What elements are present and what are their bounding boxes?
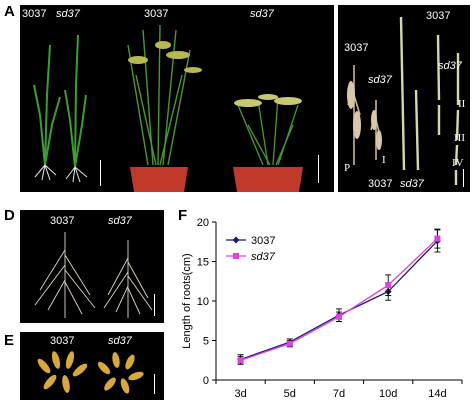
data-point xyxy=(336,313,342,320)
panel-c-label-mut-bottom: sd37 xyxy=(400,178,424,190)
panel-d-scale-bar xyxy=(154,294,155,316)
x-tick-label: 3d xyxy=(234,388,246,400)
y-axis-title: Length of roots(cm) xyxy=(181,253,193,348)
panel-d-photo: 3037 sd37 xyxy=(20,210,164,323)
x-tick-label: 5d xyxy=(284,388,296,400)
y-tick-label: 5 xyxy=(203,336,209,348)
panel-c-panicles-illustration xyxy=(347,16,460,185)
panel-c-label-mut-right: sd37 xyxy=(438,60,462,72)
panel-c-label-wt-left: 3037 xyxy=(344,42,369,54)
panel-f-chart: 0 5 10 15 20 3d 5d 7d 10d 14d Length of roots(cm) … xyxy=(180,214,470,404)
panel-e-photo: 3037 sd37 xyxy=(20,332,164,400)
panel-c-label-ii: II xyxy=(458,98,466,110)
panel-c-label-iii: III xyxy=(454,132,465,144)
x-tick-label: 10d xyxy=(379,388,397,400)
panel-c-label-iv: IV xyxy=(452,157,464,169)
panel-b-scale-bar xyxy=(318,155,319,183)
y-tick-label: 10 xyxy=(197,296,209,308)
panel-b-plants-illustration xyxy=(127,24,303,192)
x-tick-label: 14d xyxy=(428,388,446,400)
y-tick-label: 20 xyxy=(197,217,209,229)
legend-marker xyxy=(233,253,239,259)
panel-c-label-wt-bottom: 3037 xyxy=(368,178,393,190)
panel-c-label-p: P xyxy=(344,162,351,174)
panel-c-label-i: I xyxy=(382,154,386,166)
panel-label-b: B xyxy=(92,3,103,20)
data-point xyxy=(434,235,441,242)
panel-e-label-mut: sd37 xyxy=(108,335,132,347)
data-point xyxy=(385,282,392,289)
panel-a-photo: 3037 sd37 xyxy=(20,5,108,192)
panel-label-e: E xyxy=(4,332,15,349)
legend-marker xyxy=(232,236,240,244)
panel-e-label-wt: 3037 xyxy=(50,335,75,347)
panel-d-label-wt: 3037 xyxy=(50,215,75,227)
panel-label-a: A xyxy=(4,3,15,20)
panel-d-panicles-illustration xyxy=(34,232,153,318)
panel-c-label-mut-left: sd37 xyxy=(368,74,392,86)
y-tick-label: 0 xyxy=(203,375,209,387)
x-tick-label: 7d xyxy=(333,388,345,400)
panel-a-label-mut: sd37 xyxy=(56,8,80,20)
panel-e-scale-bar xyxy=(154,374,155,394)
legend-label: sd37 xyxy=(251,251,276,263)
panel-a-scale-bar xyxy=(100,160,101,186)
panel-c-label-wt-top: 3037 xyxy=(426,10,451,22)
data-point xyxy=(237,357,244,364)
y-tick-label: 15 xyxy=(197,257,209,269)
panel-c-scale-bar xyxy=(463,169,464,187)
panel-d-label-mut: sd37 xyxy=(108,215,132,227)
panel-label-f: F xyxy=(178,207,188,224)
data-point xyxy=(286,340,293,347)
panel-label-d: D xyxy=(4,207,15,224)
panel-label-c: C xyxy=(323,3,334,20)
panel-e-grains-illustration xyxy=(37,351,144,394)
panel-b-label-mut: sd37 xyxy=(250,8,274,20)
series-1 xyxy=(237,228,441,365)
panel-c-photo: 3037 3037 sd37 sd37 3037 sd37 P I II III… xyxy=(338,5,470,192)
panel-b-photo: 3037 sd37 xyxy=(108,5,334,192)
panel-a-label-wt: 3037 xyxy=(22,8,47,20)
panel-a-seedlings-illustration xyxy=(33,34,88,183)
panel-b-label-wt: 3037 xyxy=(144,8,169,20)
legend-label: 3037 xyxy=(251,235,275,247)
